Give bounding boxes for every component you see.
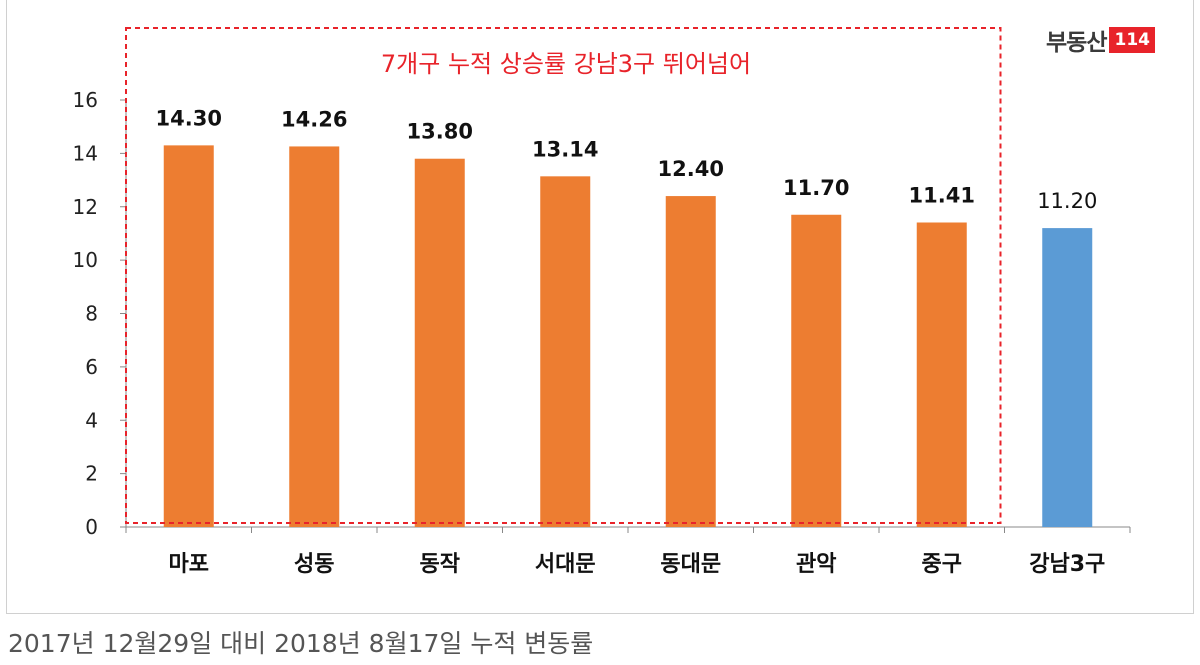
x-tick-label: 관악 <box>796 552 836 577</box>
x-tick-label: 강남3구 <box>1029 552 1105 577</box>
logo-text: 부동산 <box>1046 30 1107 56</box>
x-tick-label: 동작 <box>420 552 460 577</box>
chart-caption: 2017년 12월29일 대비 2018년 8월17일 누적 변동률 <box>8 629 594 658</box>
y-tick-label: 4 <box>85 408 98 432</box>
y-tick-label: 14 <box>73 141 98 165</box>
bar <box>791 214 842 527</box>
x-tick-label: 성동 <box>294 552 334 577</box>
data-label: 14.26 <box>281 107 347 131</box>
bar <box>163 145 214 527</box>
axis-layer: 0 2 4 6 8 10 12 14 16 <box>73 88 1131 539</box>
bar <box>665 196 716 527</box>
logo-number-badge: 114 <box>1109 27 1155 53</box>
y-tick-label: 12 <box>73 195 98 219</box>
brand-logo: 부동산 114 <box>1046 20 1155 60</box>
y-tick-label: 16 <box>73 88 98 112</box>
y-tick-label: 0 <box>85 515 98 539</box>
label-layer: 14.30 마포 14.26 성동 13.80 동작 13.14 서대문 12.40 동대문 11.… <box>156 106 1106 577</box>
annotation-text: 7개구 누적 상승률 강남3구 뛰어넘어 <box>380 50 752 78</box>
data-label: 14.30 <box>156 106 222 130</box>
bar <box>414 158 465 527</box>
y-tick-label: 6 <box>85 355 98 379</box>
data-label: 12.40 <box>658 157 724 181</box>
x-tick-label: 마포 <box>169 552 209 577</box>
y-tick-label: 8 <box>85 302 98 326</box>
data-label: 11.41 <box>909 183 975 207</box>
bar <box>916 222 967 528</box>
data-label: 13.14 <box>532 137 598 161</box>
x-tick-label: 동대문 <box>660 552 721 577</box>
y-tick-label: 2 <box>85 462 98 486</box>
bar-layer <box>163 145 1093 528</box>
bar <box>289 146 340 527</box>
x-tick-label: 중구 <box>922 552 962 577</box>
bar <box>1042 228 1093 527</box>
data-label: 13.80 <box>407 120 473 144</box>
data-label: 11.70 <box>783 176 849 200</box>
x-tick-label: 서대문 <box>535 552 596 577</box>
y-tick-label: 10 <box>73 248 98 272</box>
bar <box>540 176 591 528</box>
data-label: 11.20 <box>1037 189 1097 213</box>
